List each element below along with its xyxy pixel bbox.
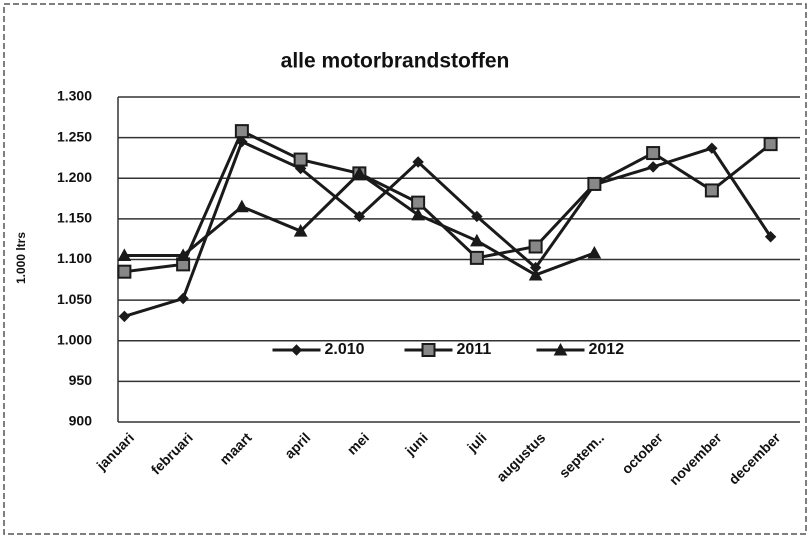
chart-border xyxy=(3,3,807,535)
x-tick-label: october xyxy=(618,429,666,477)
y-tick-label: 1.250 xyxy=(57,128,92,144)
x-tick-label: septem.. xyxy=(556,429,607,480)
legend-label: 2.010 xyxy=(325,341,365,358)
marker xyxy=(293,224,308,237)
marker xyxy=(352,166,367,179)
marker xyxy=(421,343,436,357)
y-axis-label: 1.000 ltrs xyxy=(14,232,28,284)
marker xyxy=(704,183,719,198)
marker xyxy=(587,176,602,191)
y-tick-label: 1.150 xyxy=(57,210,92,226)
x-tick-label: maart xyxy=(216,429,255,468)
y-tick-label: 950 xyxy=(69,372,93,388)
y-tick-label: 900 xyxy=(69,413,93,429)
marker xyxy=(234,124,249,139)
marker xyxy=(470,233,484,247)
marker xyxy=(764,231,777,243)
marker xyxy=(646,146,661,161)
y-tick-label: 1.200 xyxy=(57,169,92,185)
y-tick-label: 1.100 xyxy=(57,250,92,266)
marker xyxy=(528,267,543,281)
marker xyxy=(706,142,718,154)
series-line xyxy=(124,129,772,274)
marker xyxy=(235,199,249,213)
marker xyxy=(647,161,659,173)
x-tick-label: april xyxy=(281,429,313,461)
marker xyxy=(412,156,424,168)
marker xyxy=(117,264,132,279)
marker xyxy=(293,152,308,167)
chart-title: alle motorbrandstoffen xyxy=(281,50,510,73)
marker xyxy=(553,342,568,356)
x-tick-label: juli xyxy=(463,429,489,455)
y-tick-label: 1.300 xyxy=(57,88,92,104)
x-tick-label: november xyxy=(666,429,725,488)
marker xyxy=(118,310,131,323)
y-tick-label: 1.000 xyxy=(57,331,92,347)
series-line xyxy=(123,139,772,318)
x-tick-label: mei xyxy=(344,429,372,457)
legend: 2.010 2011 2012 xyxy=(272,341,625,358)
marker xyxy=(763,137,778,152)
marker xyxy=(117,248,132,261)
marker xyxy=(587,245,602,259)
x-tick-label: juni xyxy=(401,429,431,459)
legend-label: 2011 xyxy=(457,341,492,358)
x-tick-label: december xyxy=(725,429,783,487)
legend-label: 2012 xyxy=(589,341,625,358)
marker xyxy=(528,239,543,254)
marker xyxy=(176,248,190,261)
marker xyxy=(353,210,366,223)
marker xyxy=(411,195,426,210)
marker xyxy=(471,210,483,223)
x-tick-label: februari xyxy=(148,429,196,477)
x-tick-label: augustus xyxy=(493,429,548,484)
x-tick-label: januari xyxy=(93,429,137,473)
marker xyxy=(290,344,303,356)
y-tick-label: 1.050 xyxy=(57,291,92,307)
marker xyxy=(411,207,425,221)
marker xyxy=(177,292,189,305)
marker xyxy=(469,250,484,265)
